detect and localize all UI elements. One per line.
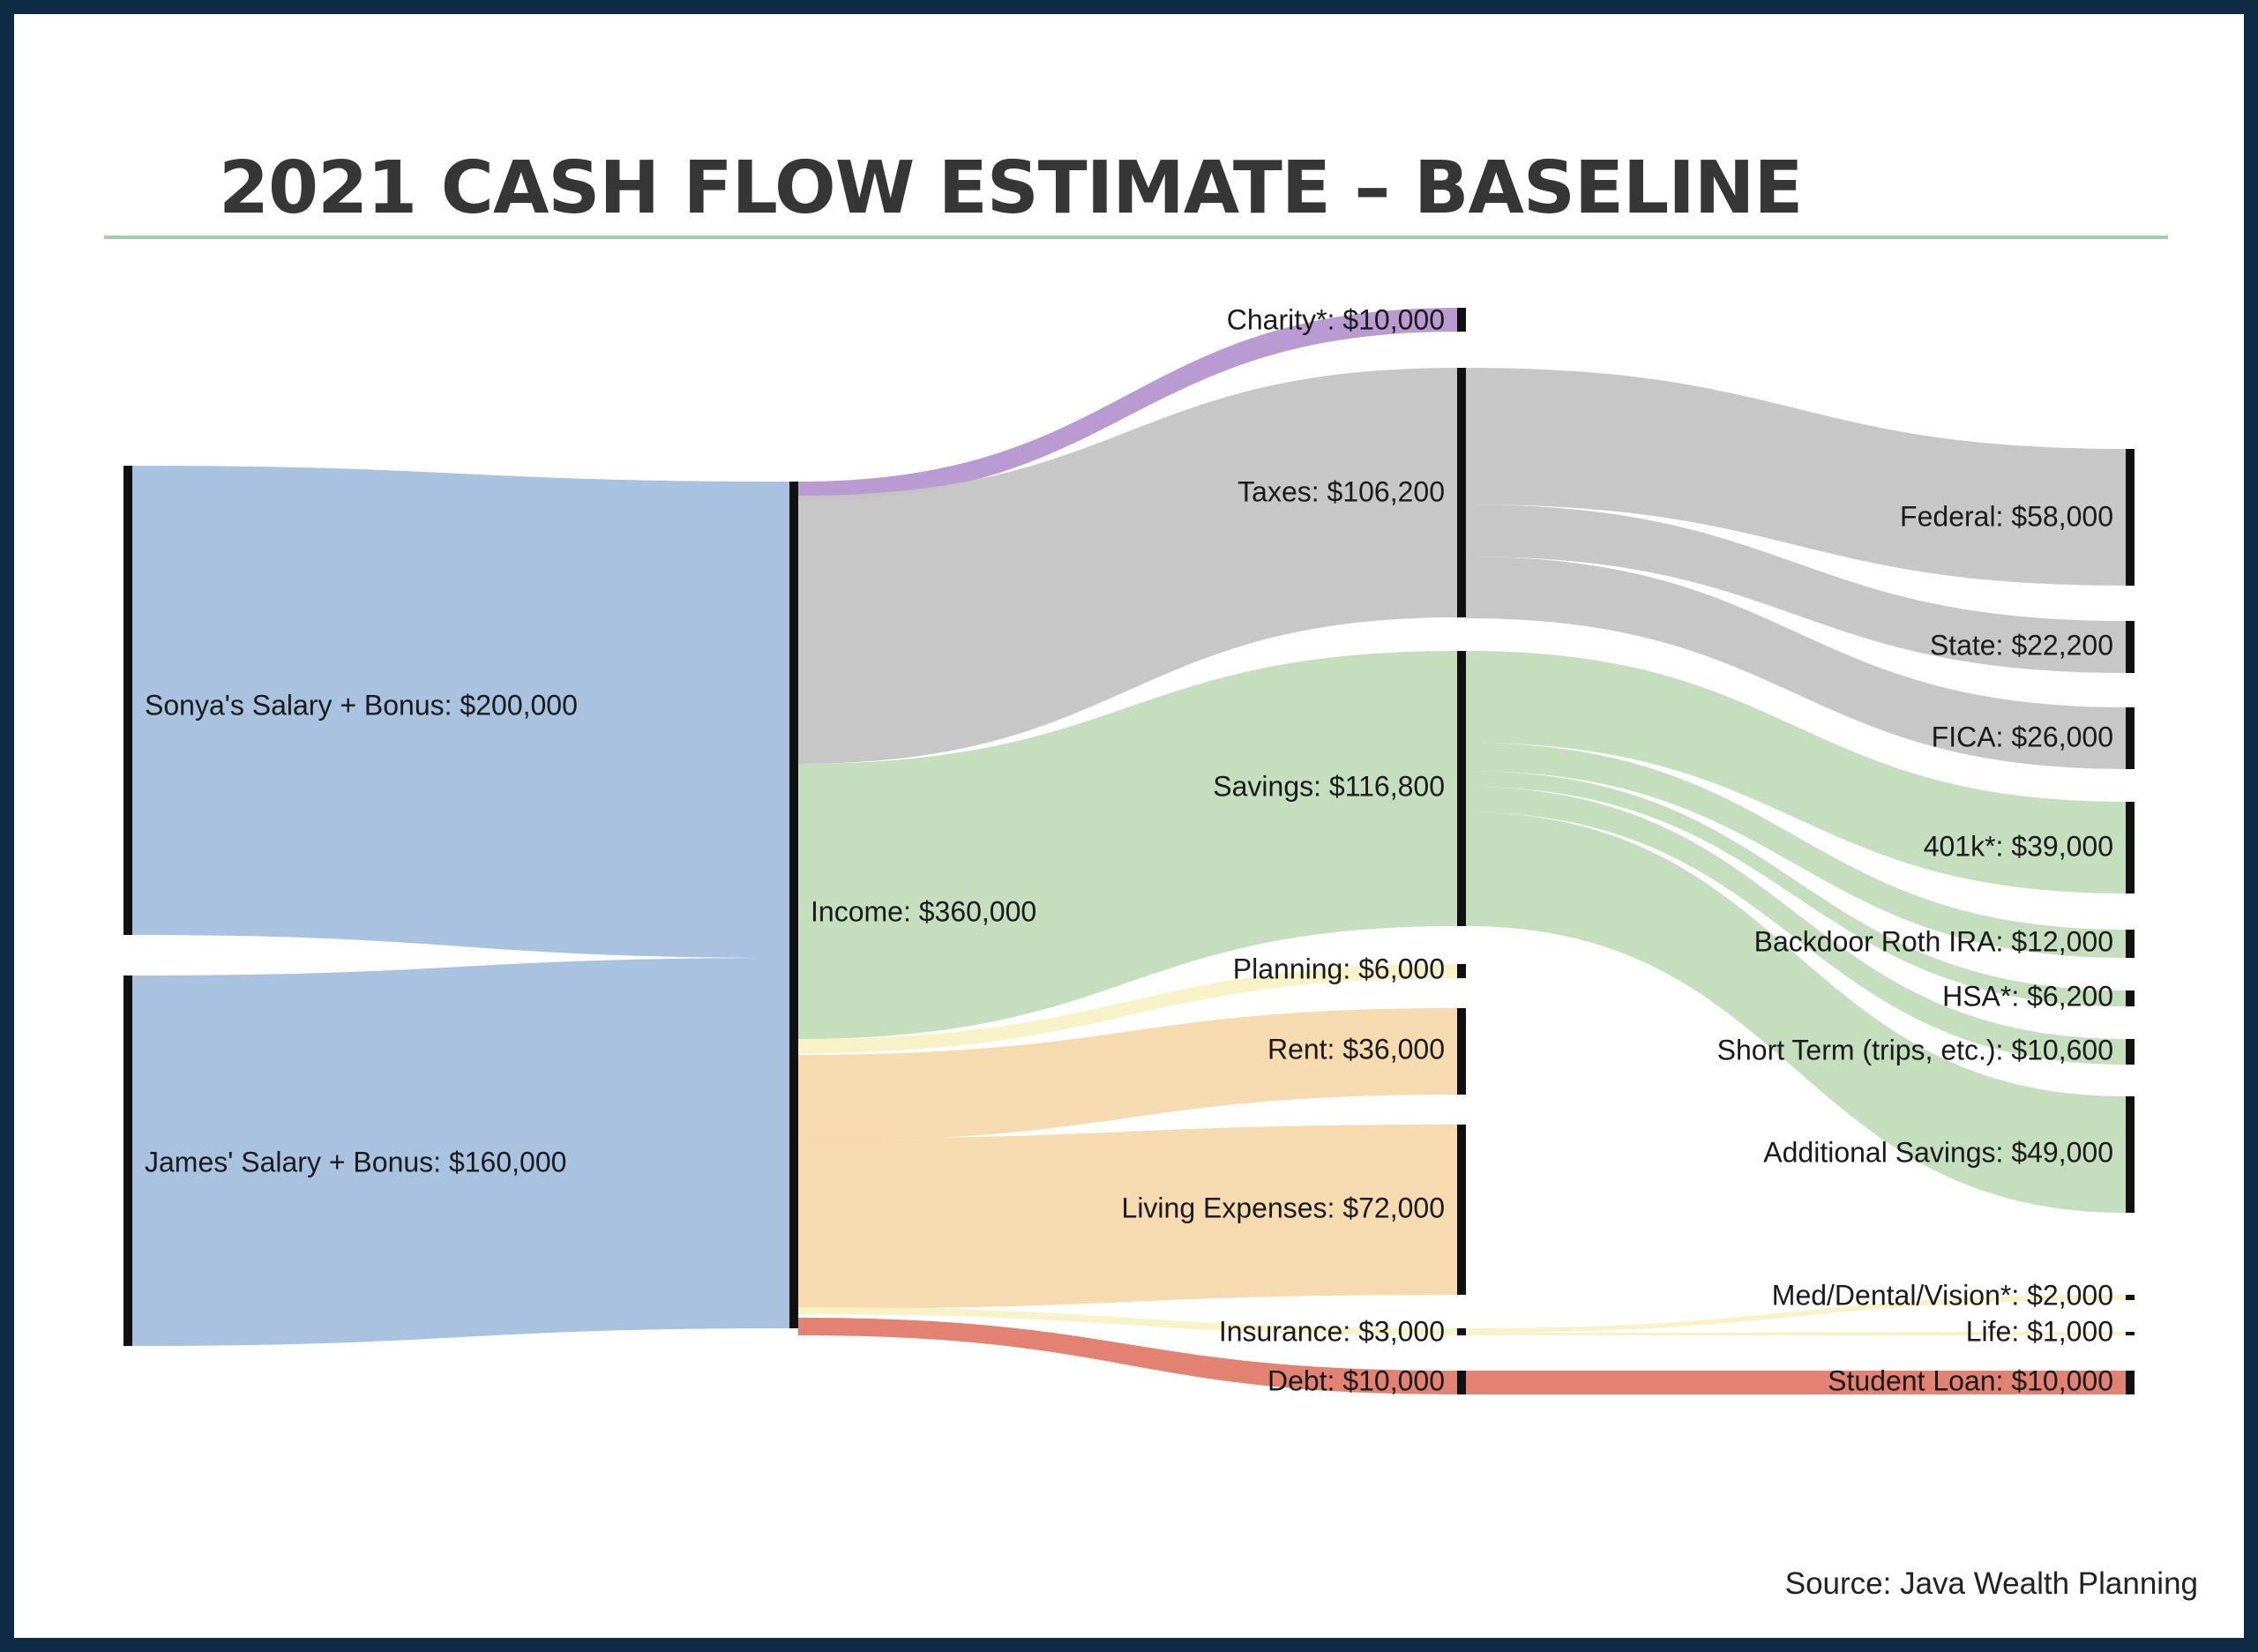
links-layer [132, 308, 2126, 1394]
node-label-fica: FICA: $26,000 [1932, 721, 2113, 752]
node-bar-hsa [2126, 990, 2135, 1006]
node-bar-fica [2126, 707, 2135, 769]
node-label-federal: Federal: $58,000 [1900, 500, 2113, 532]
link-insurance-to-med [1466, 1295, 2126, 1333]
link-taxes-to-state [1466, 505, 2126, 673]
link-insurance-to-life [1466, 1332, 2126, 1335]
node-label-med: Med/Dental/Vision*: $2,000 [1772, 1279, 2113, 1311]
link-james-to-income [132, 958, 789, 1346]
node-bar-sonya [123, 466, 132, 935]
link-income-to-rent [798, 1008, 1457, 1141]
node-bar-taxes [1457, 368, 1466, 617]
page-title: 2021 CASH FLOW ESTIMATE – BASELINE [219, 146, 1803, 230]
link-savings-to-hsa [1466, 771, 2126, 1006]
sankey-chart: Sonya's Salary + Bonus: $200,000 James' S… [123, 303, 2135, 1396]
link-debt-to-student [1466, 1371, 2126, 1394]
node-label-student: Student Loan: $10,000 [1828, 1364, 2113, 1396]
link-income-to-charity [798, 308, 1457, 501]
node-label-roth: Backdoor Roth IRA: $12,000 [1754, 925, 2113, 957]
node-label-life: Life: $1,000 [1966, 1315, 2113, 1347]
node-label-addsav: Additional Savings: $49,000 [1763, 1136, 2113, 1168]
node-label-james: James' Salary + Bonus: $160,000 [145, 1146, 566, 1177]
node-bar-roth [2126, 930, 2135, 958]
link-sonya-to-income [132, 466, 789, 958]
node-label-sonya: Sonya's Salary + Bonus: $200,000 [145, 689, 578, 721]
node-label-savings: Savings: $116,800 [1213, 770, 1445, 802]
node-bar-state [2126, 621, 2135, 673]
node-bar-debt [1457, 1371, 1466, 1394]
link-income-to-savings [798, 651, 1457, 1039]
link-savings-to-k401 [1466, 651, 2126, 893]
node-label-charity: Charity*: $10,000 [1227, 303, 1445, 335]
node-label-debt: Debt: $10,000 [1267, 1364, 1445, 1396]
node-bar-addsav [2126, 1096, 2135, 1213]
link-savings-to-roth [1466, 743, 2126, 958]
link-income-to-planning [798, 964, 1457, 1053]
node-label-state: State: $22,200 [1930, 629, 2113, 661]
node-bar-insurance [1457, 1328, 1466, 1335]
node-bar-charity [1457, 308, 1466, 332]
node-bar-planning [1457, 964, 1466, 978]
link-income-to-taxes [798, 368, 1457, 764]
source-note: Source: Java Wealth Planning [1784, 1566, 2198, 1601]
chart-frame: 2021 CASH FLOW ESTIMATE – BASELINE Sonya… [14, 14, 2244, 1638]
node-label-income: Income: $360,000 [811, 895, 1036, 927]
node-bar-shortterm [2126, 1039, 2135, 1065]
link-income-to-debt [798, 1318, 1457, 1394]
node-bar-k401 [2126, 802, 2135, 893]
node-label-planning: Planning: $6,000 [1233, 953, 1445, 984]
link-taxes-to-federal [1466, 368, 2126, 586]
node-label-k401: 401k*: $39,000 [1924, 830, 2113, 862]
node-label-shortterm: Short Term (trips, etc.): $10,600 [1717, 1034, 2113, 1065]
node-bar-student [2126, 1371, 2135, 1394]
node-bar-income [789, 482, 798, 1328]
node-bar-med [2126, 1295, 2135, 1300]
node-label-rent: Rent: $36,000 [1267, 1033, 1445, 1065]
node-label-hsa: HSA*: $6,200 [1942, 980, 2113, 1012]
nodes-layer [123, 308, 2135, 1394]
node-bar-savings [1457, 651, 1466, 926]
link-income-to-insurance [798, 1307, 1457, 1335]
node-bar-living [1457, 1125, 1466, 1295]
labels-layer: Sonya's Salary + Bonus: $200,000 James' S… [145, 303, 2113, 1396]
link-savings-to-shortterm [1466, 787, 2126, 1065]
link-savings-to-addsav [1466, 812, 2126, 1213]
node-label-insurance: Insurance: $3,000 [1219, 1315, 1445, 1347]
node-label-living: Living Expenses: $72,000 [1122, 1192, 1445, 1223]
node-label-taxes: Taxes: $106,200 [1237, 475, 1445, 507]
link-taxes-to-fica [1466, 557, 2126, 769]
link-income-to-living [798, 1125, 1457, 1309]
title-divider [104, 235, 2168, 239]
node-bar-rent [1457, 1008, 1466, 1095]
node-bar-life [2126, 1332, 2135, 1335]
node-bar-james [123, 976, 132, 1346]
node-bar-federal [2126, 449, 2135, 586]
